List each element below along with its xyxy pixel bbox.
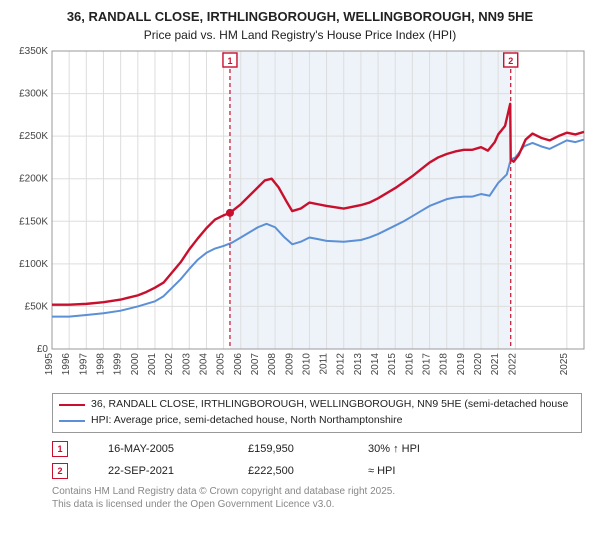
marker-badge: 1 <box>52 441 68 457</box>
marker-row: 1 16-MAY-2005 £159,950 30% ↑ HPI <box>52 441 592 457</box>
marker-price: £159,950 <box>248 443 328 455</box>
svg-text:2008: 2008 <box>267 353 278 376</box>
marker-date: 22-SEP-2021 <box>108 465 208 477</box>
svg-text:2017: 2017 <box>422 353 433 376</box>
legend-item: 36, RANDALL CLOSE, IRTHLINGBOROUGH, WELL… <box>59 397 575 413</box>
svg-text:2006: 2006 <box>233 353 244 376</box>
attribution: Contains HM Land Registry data © Crown c… <box>52 485 592 512</box>
svg-text:2015: 2015 <box>387 353 398 376</box>
svg-text:2010: 2010 <box>301 353 312 376</box>
svg-text:1998: 1998 <box>95 353 106 376</box>
svg-text:2002: 2002 <box>164 353 175 376</box>
svg-text:2019: 2019 <box>456 353 467 376</box>
legend-swatch <box>59 420 85 422</box>
line-chart: £0£50K£100K£150K£200K£250K£300K£350K1995… <box>8 47 592 387</box>
svg-text:2025: 2025 <box>559 353 570 376</box>
svg-text:2009: 2009 <box>284 353 295 376</box>
marker-price: £222,500 <box>248 465 328 477</box>
legend: 36, RANDALL CLOSE, IRTHLINGBOROUGH, WELL… <box>52 393 582 433</box>
svg-text:2020: 2020 <box>473 353 484 376</box>
svg-text:2001: 2001 <box>147 353 158 376</box>
svg-text:2003: 2003 <box>181 353 192 376</box>
svg-text:£350K: £350K <box>19 47 48 57</box>
marker-table: 1 16-MAY-2005 £159,950 30% ↑ HPI 2 22-SE… <box>52 441 592 479</box>
marker-badge: 2 <box>52 463 68 479</box>
attribution-line: Contains HM Land Registry data © Crown c… <box>52 486 395 497</box>
svg-text:2012: 2012 <box>336 353 347 376</box>
title-line1: 36, RANDALL CLOSE, IRTHLINGBOROUGH, WELL… <box>67 9 533 24</box>
chart-title: 36, RANDALL CLOSE, IRTHLINGBOROUGH, WELL… <box>8 8 592 43</box>
svg-text:£300K: £300K <box>19 89 48 100</box>
svg-text:2: 2 <box>508 56 513 66</box>
svg-text:£50K: £50K <box>25 302 49 313</box>
chart-area: £0£50K£100K£150K£200K£250K£300K£350K1995… <box>8 47 592 387</box>
marker-date: 16-MAY-2005 <box>108 443 208 455</box>
legend-item: HPI: Average price, semi-detached house,… <box>59 413 575 429</box>
legend-label: HPI: Average price, semi-detached house,… <box>91 413 402 429</box>
svg-text:2022: 2022 <box>507 353 518 376</box>
svg-text:2004: 2004 <box>198 353 209 376</box>
svg-text:1996: 1996 <box>61 353 72 376</box>
marker-row: 2 22-SEP-2021 £222,500 ≈ HPI <box>52 463 592 479</box>
svg-text:£200K: £200K <box>19 174 48 185</box>
legend-swatch <box>59 404 85 406</box>
svg-text:£150K: £150K <box>19 216 48 227</box>
svg-text:2005: 2005 <box>216 353 227 376</box>
marker-pct: 30% ↑ HPI <box>368 443 458 455</box>
attribution-line: This data is licensed under the Open Gov… <box>52 499 334 510</box>
svg-text:2014: 2014 <box>370 353 381 376</box>
svg-text:2000: 2000 <box>130 353 141 376</box>
svg-text:1997: 1997 <box>78 353 89 376</box>
svg-text:2007: 2007 <box>250 353 261 376</box>
svg-text:£250K: £250K <box>19 131 48 142</box>
legend-label: 36, RANDALL CLOSE, IRTHLINGBOROUGH, WELL… <box>91 397 568 413</box>
marker-pct: ≈ HPI <box>368 465 458 477</box>
svg-text:2016: 2016 <box>404 353 415 376</box>
svg-text:2018: 2018 <box>439 353 450 376</box>
svg-text:£100K: £100K <box>19 259 48 270</box>
svg-text:1: 1 <box>227 56 232 66</box>
svg-text:2013: 2013 <box>353 353 364 376</box>
title-line2: Price paid vs. HM Land Registry's House … <box>144 28 456 42</box>
svg-text:1995: 1995 <box>44 353 55 376</box>
svg-text:2011: 2011 <box>319 353 330 375</box>
svg-text:2021: 2021 <box>490 353 501 376</box>
svg-text:1999: 1999 <box>113 353 124 376</box>
